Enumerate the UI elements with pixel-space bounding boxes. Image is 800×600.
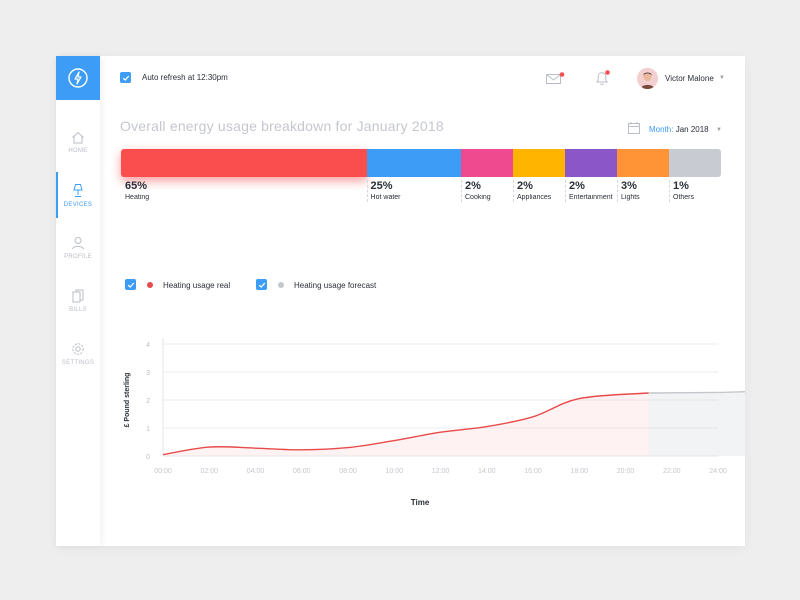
heating-forecast-line <box>648 390 745 394</box>
y-tick-label: 4 <box>146 342 150 349</box>
auto-refresh-label: Auto refresh at 12:30pm <box>142 73 228 82</box>
chevron-down-icon[interactable]: ▼ <box>719 75 725 81</box>
sidebar-item-label: BILLS <box>69 307 87 313</box>
heating-forecast-area <box>648 391 745 456</box>
sidebar-item-home[interactable]: HOME <box>56 119 100 165</box>
sidebar-item-label: PROFILE <box>64 254 92 260</box>
breakdown-segment-lights[interactable] <box>617 149 669 177</box>
month-selector[interactable]: Month: Jan 2018 <box>649 125 709 134</box>
x-tick-label: 18:00 <box>570 468 588 475</box>
x-tick-label: 20:00 <box>617 468 635 475</box>
breakdown-percent: 25% <box>370 180 393 192</box>
segment-divider <box>617 180 618 202</box>
auto-refresh-checkbox[interactable] <box>120 72 131 83</box>
bell-icon <box>595 70 610 85</box>
y-axis-title: £ Pound sterling <box>124 373 131 428</box>
x-tick-label: 10:00 <box>385 468 403 475</box>
heating-real-checkbox[interactable] <box>125 279 136 290</box>
app-window: HOME DEVICES PROFILE BILLS <box>56 56 745 546</box>
breakdown-category-label: Appliances <box>517 194 552 201</box>
y-tick-label: 0 <box>146 454 150 461</box>
check-icon <box>122 75 129 81</box>
segment-divider <box>669 180 670 202</box>
breakdown-category-label: Others <box>673 194 695 201</box>
sidebar-item-devices[interactable]: DEVICES <box>56 172 100 218</box>
x-tick-label: 22:00 <box>663 468 681 475</box>
breakdown-percent: 2% <box>569 180 585 192</box>
user-icon <box>72 237 84 250</box>
logo[interactable] <box>56 56 100 100</box>
usage-breakdown-bar <box>121 149 721 177</box>
x-tick-label: 00:00 <box>154 468 172 475</box>
breakdown-segment-appliances[interactable] <box>513 149 565 177</box>
notifications-button[interactable] <box>594 69 612 92</box>
breakdown-percent: 65% <box>125 180 148 192</box>
breakdown-segment-heating[interactable] <box>121 149 367 177</box>
check-icon <box>258 282 265 288</box>
heating-forecast-checkbox[interactable] <box>256 279 267 290</box>
sidebar: HOME DEVICES PROFILE BILLS <box>56 56 100 546</box>
sidebar-item-profile[interactable]: PROFILE <box>56 225 100 271</box>
breakdown-segment-entertainment[interactable] <box>565 149 617 177</box>
month-value: Jan 2018 <box>675 125 709 134</box>
mail-icon <box>546 72 565 84</box>
x-tick-label: 14:00 <box>478 468 496 475</box>
check-icon <box>127 282 134 288</box>
breakdown-percent: 3% <box>621 180 637 192</box>
x-axis-title: Time <box>411 498 430 507</box>
x-tick-label: 08:00 <box>339 468 357 475</box>
sidebar-item-bills[interactable]: BILLS <box>56 278 100 324</box>
y-tick-label: 3 <box>146 370 150 377</box>
sidebar-item-label: DEVICES <box>63 201 93 208</box>
user-name[interactable]: Victor Malone <box>665 74 714 83</box>
x-tick-label: 12:00 <box>432 468 450 475</box>
x-tick-label: 24:00 <box>709 468 727 475</box>
breakdown-category-label: Entertainment <box>569 194 613 201</box>
sidebar-item-settings[interactable]: SETTINGS <box>56 331 100 377</box>
x-tick-label: 04:00 <box>247 468 265 475</box>
lamp-icon <box>73 183 83 197</box>
page-title: Overall energy usage breakdown for Janua… <box>120 118 444 134</box>
heating-forecast-legend-dot <box>278 282 284 288</box>
segment-divider <box>565 180 566 202</box>
y-tick-label: 2 <box>146 398 150 405</box>
notification-dot <box>605 70 610 75</box>
breakdown-percent: 1% <box>673 180 689 192</box>
home-icon <box>72 131 84 143</box>
breakdown-category-label: Cooking <box>465 194 491 201</box>
bills-icon <box>72 289 84 303</box>
heating-real-line <box>162 392 649 456</box>
x-tick-label: 06:00 <box>293 468 311 475</box>
x-tick-label: 02:00 <box>200 468 218 475</box>
heating-forecast-label: Heating usage forecast <box>294 281 377 290</box>
heating-usage-chart: 0 1 2 3 4 00:00 02:00 04:00 06:00 08:00 10:00 12:00… <box>124 338 745 507</box>
month-key: Month: <box>649 125 674 134</box>
gear-icon <box>72 343 84 355</box>
sidebar-item-label: HOME <box>68 147 88 154</box>
breakdown-category-label: Hot water <box>370 194 401 201</box>
chevron-down-icon[interactable]: ▼ <box>716 127 722 133</box>
segment-divider <box>513 180 514 202</box>
x-tick-label: 16:00 <box>524 468 542 475</box>
mail-button[interactable] <box>546 72 566 91</box>
breakdown-segment-hot-water[interactable] <box>366 149 461 177</box>
breakdown-segment-others[interactable] <box>669 149 721 177</box>
heating-real-label: Heating usage real <box>163 281 231 290</box>
heating-real-legend-dot <box>147 282 153 288</box>
calendar-icon[interactable] <box>628 122 640 134</box>
heating-real-area <box>163 393 649 456</box>
breakdown-percent: 2% <box>517 180 533 192</box>
y-tick-label: 1 <box>146 426 150 433</box>
breakdown-percent: 2% <box>465 180 481 192</box>
avatar[interactable] <box>637 68 658 89</box>
breakdown-category-label: Heating <box>125 194 150 201</box>
sidebar-item-label: SETTINGS <box>61 360 95 366</box>
breakdown-segment-cooking[interactable] <box>461 149 513 177</box>
breakdown-category-label: Lights <box>621 194 640 201</box>
segment-divider <box>461 180 462 202</box>
avatar-image <box>637 68 658 89</box>
notification-dot <box>559 72 565 77</box>
lightning-icon <box>68 68 88 88</box>
segment-divider <box>366 180 368 202</box>
